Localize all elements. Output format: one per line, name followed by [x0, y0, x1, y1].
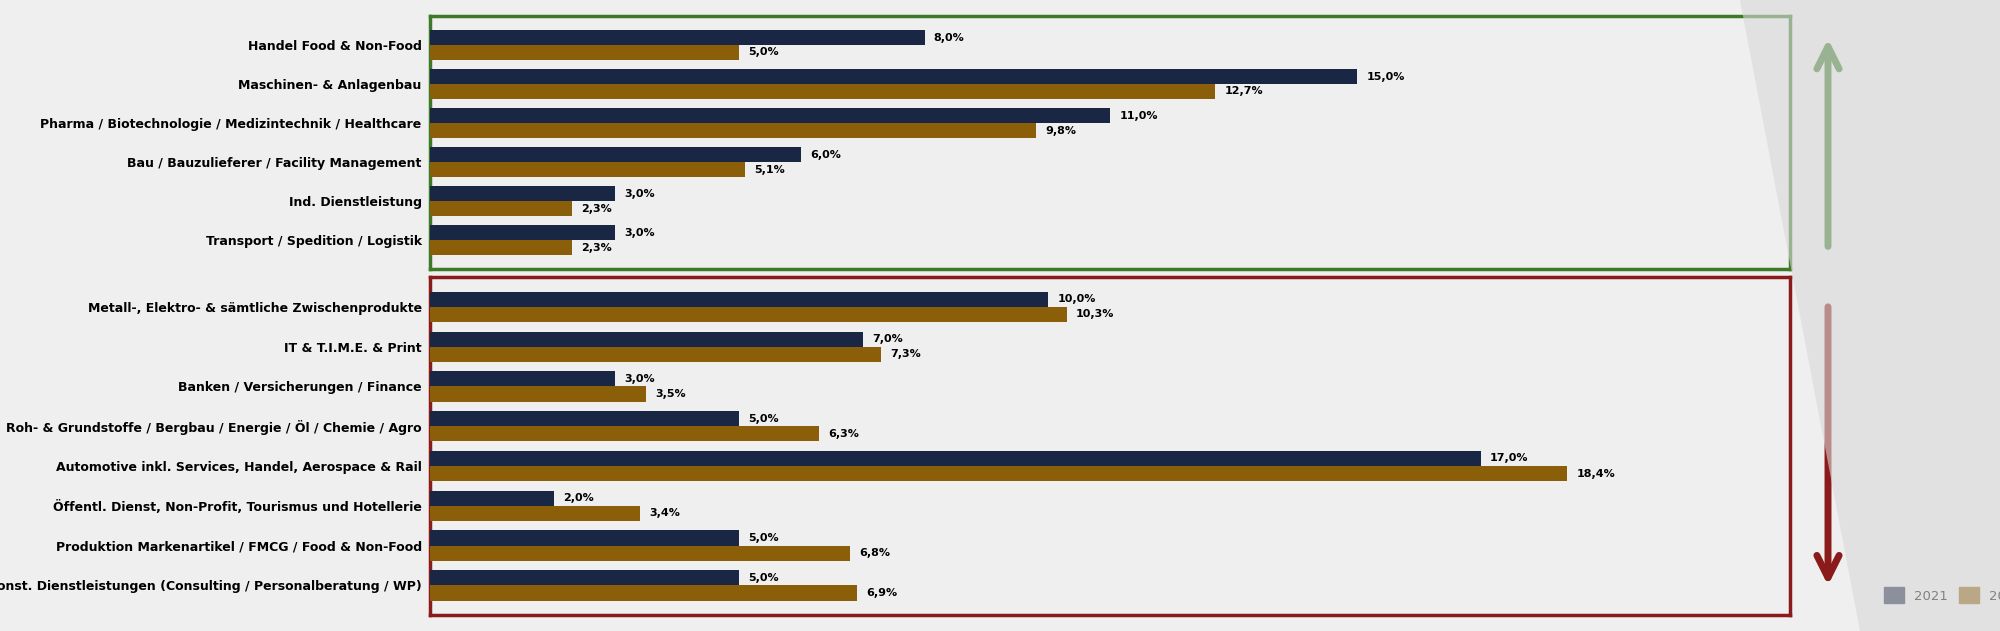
Text: 17,0%: 17,0% [1490, 454, 1528, 463]
Bar [430, 570, 740, 586]
Bar [430, 147, 800, 162]
Text: 5,0%: 5,0% [748, 573, 778, 583]
Bar [430, 506, 640, 521]
Bar [430, 109, 1110, 123]
Bar [430, 451, 1480, 466]
Text: 6,3%: 6,3% [828, 429, 860, 439]
Text: 10,0%: 10,0% [1058, 294, 1096, 304]
Text: 5,0%: 5,0% [748, 47, 778, 57]
Text: 11,0%: 11,0% [1120, 110, 1158, 121]
Text: 3,5%: 3,5% [656, 389, 686, 399]
Bar [430, 292, 1048, 307]
Bar [430, 201, 572, 216]
Bar [430, 546, 850, 561]
Bar [430, 531, 740, 546]
Bar [430, 30, 924, 45]
Text: 3,4%: 3,4% [650, 509, 680, 518]
Bar [430, 186, 616, 201]
Bar [430, 466, 1568, 481]
Bar [430, 331, 862, 346]
Text: 9,8%: 9,8% [1046, 126, 1076, 136]
Text: 5,0%: 5,0% [748, 414, 778, 423]
Text: 8,0%: 8,0% [934, 33, 964, 43]
Text: 6,0%: 6,0% [810, 150, 842, 160]
Text: 10,3%: 10,3% [1076, 309, 1114, 319]
Text: 5,1%: 5,1% [754, 165, 786, 175]
Bar [430, 426, 820, 441]
Text: 2,0%: 2,0% [562, 493, 594, 504]
Text: 6,9%: 6,9% [866, 588, 896, 598]
Text: 6,8%: 6,8% [860, 548, 890, 558]
Bar [430, 162, 746, 177]
Bar [430, 386, 646, 401]
Bar [430, 45, 740, 60]
Text: 2,3%: 2,3% [582, 242, 612, 252]
Text: 5,0%: 5,0% [748, 533, 778, 543]
Text: 15,0%: 15,0% [1366, 72, 1404, 81]
Legend: 2021, 2020: 2021, 2020 [1878, 582, 2000, 609]
Bar [430, 84, 1216, 99]
Text: 3,0%: 3,0% [624, 228, 656, 238]
Text: 2,3%: 2,3% [582, 204, 612, 213]
Bar [430, 69, 1358, 84]
Text: 3,0%: 3,0% [624, 189, 656, 199]
Bar [430, 123, 1036, 138]
Text: 18,4%: 18,4% [1576, 469, 1616, 478]
Bar [430, 346, 882, 362]
Bar [430, 491, 554, 506]
Text: 7,3%: 7,3% [890, 349, 922, 359]
Text: 7,0%: 7,0% [872, 334, 902, 344]
Bar [430, 371, 616, 386]
Polygon shape [1740, 0, 2000, 631]
Bar [430, 411, 740, 426]
Bar [430, 307, 1066, 322]
Text: 12,7%: 12,7% [1224, 86, 1262, 97]
Bar [430, 586, 856, 601]
Text: 3,0%: 3,0% [624, 374, 656, 384]
Bar [430, 240, 572, 255]
Bar [430, 225, 616, 240]
